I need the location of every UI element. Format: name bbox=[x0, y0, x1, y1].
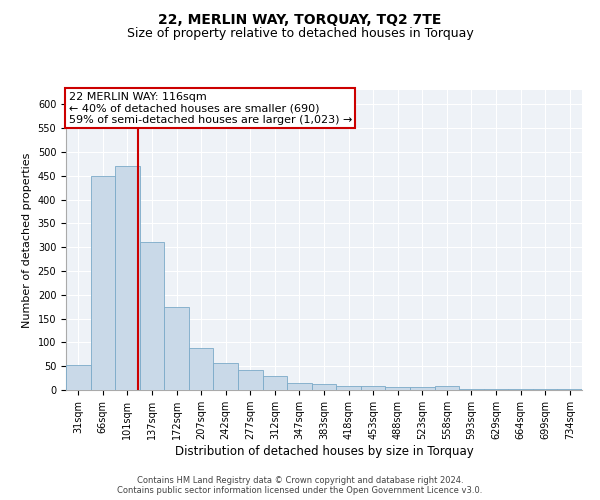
Bar bbox=[312, 384, 336, 390]
Text: Size of property relative to detached houses in Torquay: Size of property relative to detached ho… bbox=[127, 28, 473, 40]
Bar bbox=[410, 387, 434, 390]
Bar bbox=[361, 386, 385, 390]
Bar bbox=[287, 383, 312, 390]
Bar bbox=[263, 376, 287, 390]
Bar bbox=[115, 166, 140, 390]
Bar bbox=[189, 348, 214, 390]
Bar bbox=[164, 306, 189, 390]
Bar bbox=[214, 363, 238, 390]
Bar bbox=[434, 386, 459, 390]
Bar bbox=[385, 386, 410, 390]
Bar bbox=[238, 370, 263, 390]
Bar bbox=[484, 388, 508, 390]
Bar bbox=[140, 242, 164, 390]
Bar bbox=[508, 388, 533, 390]
Bar bbox=[91, 176, 115, 390]
Bar bbox=[557, 388, 582, 390]
Y-axis label: Number of detached properties: Number of detached properties bbox=[22, 152, 32, 328]
Bar bbox=[336, 386, 361, 390]
Bar bbox=[459, 388, 484, 390]
Text: Contains HM Land Registry data © Crown copyright and database right 2024.
Contai: Contains HM Land Registry data © Crown c… bbox=[118, 476, 482, 495]
Text: 22 MERLIN WAY: 116sqm
← 40% of detached houses are smaller (690)
59% of semi-det: 22 MERLIN WAY: 116sqm ← 40% of detached … bbox=[68, 92, 352, 124]
Text: 22, MERLIN WAY, TORQUAY, TQ2 7TE: 22, MERLIN WAY, TORQUAY, TQ2 7TE bbox=[158, 12, 442, 26]
Bar bbox=[533, 388, 557, 390]
X-axis label: Distribution of detached houses by size in Torquay: Distribution of detached houses by size … bbox=[175, 445, 473, 458]
Bar bbox=[66, 365, 91, 390]
